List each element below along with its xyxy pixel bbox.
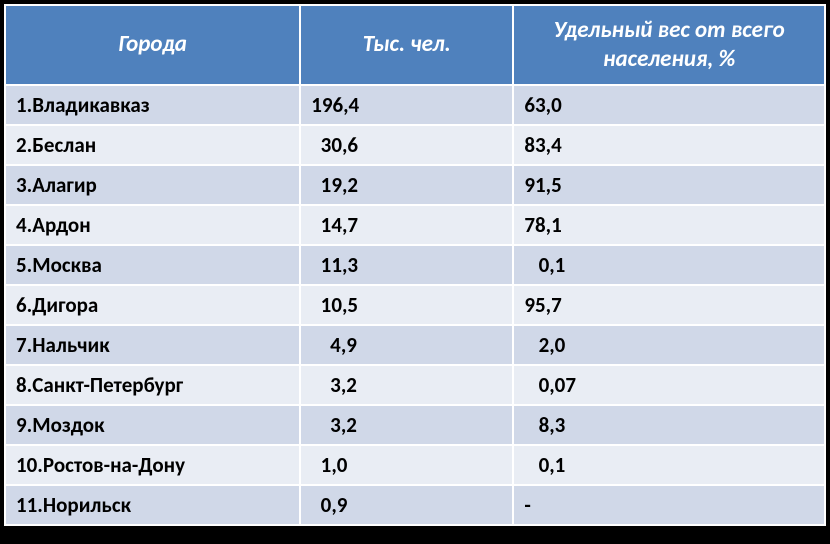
col-header-share: Удельный вес от всего населения, %: [513, 5, 825, 85]
cell-population: 11,3: [300, 245, 513, 285]
cell-population: 1,0: [300, 445, 513, 485]
cell-population: 4,9: [300, 325, 513, 365]
table-header-row: Города Тыс. чел. Удельный вес от всего н…: [5, 5, 825, 85]
cell-city: 8.Санкт-Петербург: [5, 365, 300, 405]
cell-population: 3,2: [300, 405, 513, 445]
cell-population: 30,6: [300, 125, 513, 165]
table-row: 1.Владикавказ 196,4 63,0: [5, 85, 825, 125]
col-header-city: Города: [5, 5, 300, 85]
cell-city: 9.Моздок: [5, 405, 300, 445]
cell-city: 6.Дигора: [5, 285, 300, 325]
table-row: 3.Алагир 19,2 91,5: [5, 165, 825, 205]
cell-share: 0,1: [513, 445, 825, 485]
cell-population: 196,4: [300, 85, 513, 125]
cell-city: 3.Алагир: [5, 165, 300, 205]
cell-city: 11.Норильск: [5, 485, 300, 525]
cell-share: 8,3: [513, 405, 825, 445]
table-body: 1.Владикавказ 196,4 63,0 2.Беслан 30,6 8…: [5, 85, 825, 525]
table-row: 4.Ардон 14,7 78,1: [5, 205, 825, 245]
cell-share: 63,0: [513, 85, 825, 125]
cell-share: 83,4: [513, 125, 825, 165]
cell-city: 10.Ростов-на-Дону: [5, 445, 300, 485]
table-row: 5.Москва 11,3 0,1: [5, 245, 825, 285]
table-row: 2.Беслан 30,6 83,4: [5, 125, 825, 165]
cell-population: 0,9: [300, 485, 513, 525]
cell-share: 0,07: [513, 365, 825, 405]
col-header-population: Тыс. чел.: [300, 5, 513, 85]
cell-share: 91,5: [513, 165, 825, 205]
cell-share: -: [513, 485, 825, 525]
cell-share: 78,1: [513, 205, 825, 245]
population-table-container: Города Тыс. чел. Удельный вес от всего н…: [4, 4, 826, 540]
cell-city: 2.Беслан: [5, 125, 300, 165]
cell-city: 1.Владикавказ: [5, 85, 300, 125]
table-row: 6.Дигора 10,5 95,7: [5, 285, 825, 325]
table-row: 9.Моздок 3,2 8,3: [5, 405, 825, 445]
table-row: 7.Нальчик 4,9 2,0: [5, 325, 825, 365]
cell-share: 95,7: [513, 285, 825, 325]
cell-share: 2,0: [513, 325, 825, 365]
cell-city: 7.Нальчик: [5, 325, 300, 365]
cell-share: 0,1: [513, 245, 825, 285]
table-row: 10.Ростов-на-Дону 1,0 0,1: [5, 445, 825, 485]
cell-city: 5.Москва: [5, 245, 300, 285]
table-row: 8.Санкт-Петербург 3,2 0,07: [5, 365, 825, 405]
cell-population: 3,2: [300, 365, 513, 405]
cell-city: 4.Ардон: [5, 205, 300, 245]
cell-population: 14,7: [300, 205, 513, 245]
population-table: Города Тыс. чел. Удельный вес от всего н…: [4, 4, 826, 526]
table-row: 11.Норильск 0,9 -: [5, 485, 825, 525]
cell-population: 10,5: [300, 285, 513, 325]
cell-population: 19,2: [300, 165, 513, 205]
